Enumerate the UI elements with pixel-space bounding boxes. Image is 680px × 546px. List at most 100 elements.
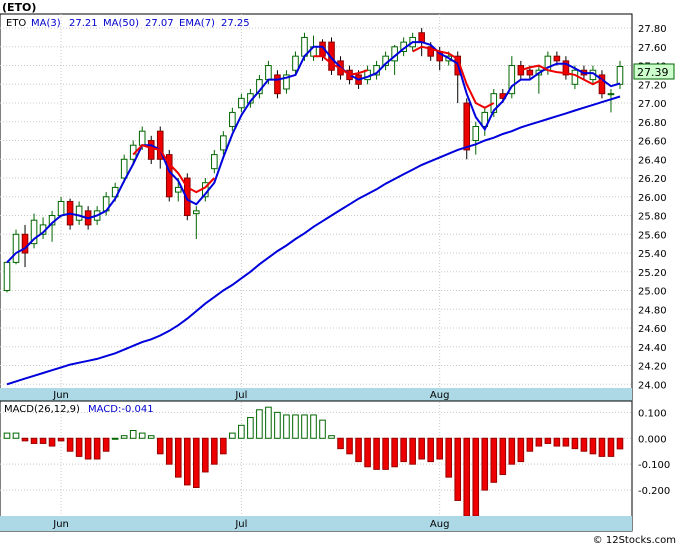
macd-bar-negative — [102, 437, 110, 452]
date-label: Aug — [430, 519, 450, 530]
legend-ema7-value: 27.25 — [221, 18, 250, 29]
macd-bar-negative — [165, 437, 173, 465]
candle-up — [265, 65, 272, 81]
macd-bar-negative — [211, 437, 218, 465]
macd-bar-positive — [301, 414, 308, 439]
macd-bar-positive — [310, 414, 317, 439]
price-tick-label: 24.40 — [638, 343, 667, 354]
macd-bar-negative — [355, 437, 362, 463]
price-tick-label: 27.60 — [638, 43, 667, 54]
price-tick-label: 25.20 — [638, 268, 667, 279]
macd-tick-label: 0.100 — [638, 408, 667, 419]
macd-legend-label: MACD(26,12,9) — [4, 404, 80, 415]
macd-bar-positive — [12, 432, 20, 439]
macd-bar-negative — [508, 437, 516, 465]
candle-up — [508, 65, 516, 95]
last-price-label: 27.39 — [637, 66, 669, 79]
macd-bar-negative — [436, 437, 443, 460]
macd-bar-negative — [535, 437, 543, 447]
macd-bar-negative — [66, 437, 74, 452]
candle-up — [193, 210, 200, 215]
price-tick-label: 24.00 — [638, 380, 667, 391]
candle-up — [138, 130, 146, 146]
date-label: Aug — [430, 390, 450, 401]
macd-axis: 0.100 0.000 -0.100 -0.200 — [638, 408, 670, 497]
ema7-line — [412, 45, 495, 109]
price-tick-label: 27.00 — [638, 99, 667, 110]
macd-bar-negative — [589, 437, 597, 455]
macd-bar-positive — [256, 409, 263, 439]
ma50-line — [6, 95, 621, 386]
date-label: Jul — [234, 390, 247, 401]
price-tick-label: 24.60 — [638, 324, 667, 335]
candle-down — [526, 69, 534, 76]
macd-date-band — [0, 516, 632, 531]
macd-bar-negative — [544, 437, 552, 444]
macd-bar-negative — [220, 437, 227, 455]
macd-bar-negative — [445, 437, 453, 478]
macd-bar-positive — [147, 435, 155, 439]
macd-bar-negative — [57, 437, 65, 442]
candle-up — [220, 135, 227, 151]
candle-down — [553, 55, 561, 62]
price-tick-label: 26.40 — [638, 155, 667, 166]
macd-bar-positive — [120, 435, 128, 439]
ma3-line — [6, 41, 621, 264]
macd-bar-negative — [580, 437, 588, 452]
candle-up — [174, 186, 182, 193]
macd-bar-positive — [3, 432, 11, 439]
macd-bar-negative — [84, 437, 92, 460]
macd-bar-negative — [183, 437, 191, 486]
candle-up — [616, 65, 624, 85]
candle-up — [75, 205, 83, 221]
legend-symbol: ETO — [6, 18, 26, 29]
macd-bar-negative — [490, 437, 498, 483]
candle-down — [274, 74, 281, 95]
price-tick-label: 24.80 — [638, 305, 667, 316]
macd-bar-negative — [193, 437, 200, 489]
price-tick-label: 24.20 — [638, 362, 667, 373]
macd-bar-negative — [517, 437, 525, 463]
price-tick-label: 25.00 — [638, 287, 667, 298]
macd-bar-positive — [229, 432, 236, 439]
ema7-line — [132, 144, 216, 194]
macd-tick-label: 0.000 — [638, 434, 667, 445]
chart-title: (ETO) — [2, 1, 36, 14]
candle-down — [147, 140, 155, 160]
macd-bar-positive — [129, 430, 137, 439]
candle-down — [427, 46, 434, 57]
macd-bar-negative — [391, 437, 398, 468]
ema7-line — [313, 55, 368, 76]
macd-bar-negative — [373, 437, 380, 470]
candle-up — [607, 93, 615, 96]
price-tick-label: 25.60 — [638, 230, 667, 241]
macd-bar-negative — [418, 437, 425, 460]
macd-bar-positive — [328, 435, 335, 439]
legend-ma3-value: 27.21 — [69, 18, 98, 29]
price-tick-label: 26.20 — [638, 174, 667, 185]
candle-up — [472, 125, 480, 142]
candle-up — [229, 111, 236, 127]
macd-bar-negative — [427, 437, 434, 463]
price-tick-label: 26.00 — [638, 193, 667, 204]
price-tick-label: 27.20 — [638, 80, 667, 91]
macd-bar-positive — [138, 432, 146, 439]
price-tick-label: 25.40 — [638, 249, 667, 260]
date-label: Jun — [52, 519, 69, 530]
macd-bar-negative — [337, 437, 344, 450]
candle-up — [30, 219, 38, 245]
macd-bar-positive — [292, 414, 299, 439]
legend-ema7-label: EMA(7) — [179, 18, 215, 29]
candle-up — [283, 74, 290, 90]
macd-bar-negative — [364, 437, 371, 468]
macd-bar-negative — [48, 437, 56, 447]
candle-down — [463, 102, 471, 151]
candle-up — [3, 261, 11, 292]
macd-bar-negative — [571, 437, 579, 450]
macd-bar-negative — [607, 437, 615, 457]
macd-date-axis: Jun Jul Aug — [52, 519, 449, 530]
candle-up — [481, 111, 489, 127]
macd-bar-negative — [463, 437, 471, 517]
macd-bar-negative — [598, 437, 606, 457]
candle-up — [12, 233, 20, 263]
